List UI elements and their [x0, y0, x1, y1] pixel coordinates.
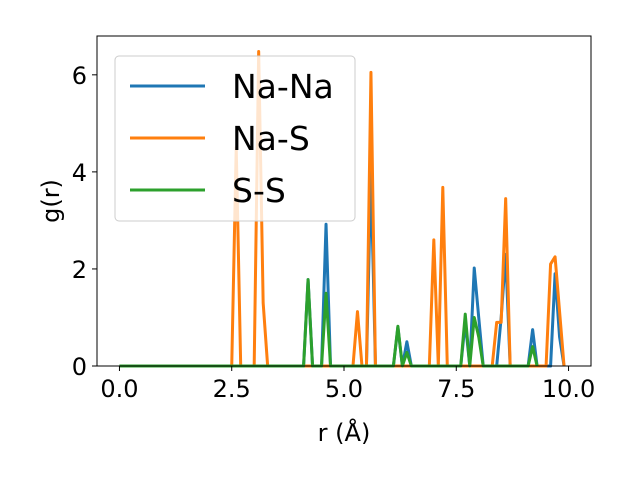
legend-label-na-s: Na-S	[232, 119, 310, 158]
legend-box	[114, 55, 356, 222]
x-axis: 0.0 2.5 5.0 7.5 10.0	[100, 366, 595, 403]
x-tick-label: 2.5	[213, 375, 251, 403]
y-tick-label: 0	[72, 353, 87, 381]
y-axis: 0 2 4 6	[72, 62, 97, 381]
x-tick-label: 5.0	[325, 375, 363, 403]
y-tick-label: 2	[72, 256, 87, 284]
y-tick-label: 6	[72, 62, 87, 90]
x-tick-label: 10.0	[542, 375, 595, 403]
y-axis-label: g(r)	[37, 179, 65, 223]
x-tick-label: 0.0	[100, 375, 138, 403]
y-tick-label: 4	[72, 159, 87, 187]
x-tick-label: 7.5	[437, 375, 475, 403]
legend: Na-Na Na-S S-S	[114, 55, 356, 222]
x-axis-label: r (Å)	[318, 418, 371, 447]
legend-label-na-na: Na-Na	[232, 67, 334, 106]
legend-label-s-s: S-S	[232, 171, 286, 210]
